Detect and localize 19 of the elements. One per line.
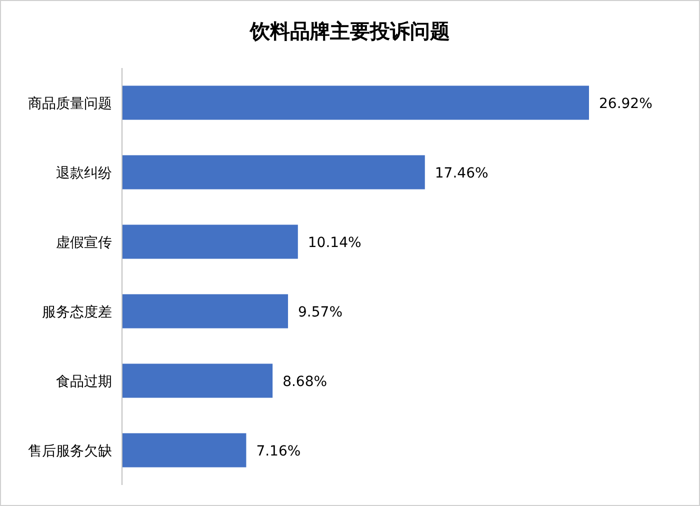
bar: [122, 364, 273, 398]
y-tick-label: 虚假宣传: [56, 234, 112, 251]
y-tick-label: 食品过期: [56, 374, 112, 390]
bar: [122, 224, 298, 259]
y-tick-label: 商品质量问题: [28, 96, 112, 112]
data-label: 8.68%: [282, 374, 328, 390]
data-label: 9.57%: [298, 304, 342, 320]
data-label: 26.92%: [599, 96, 652, 112]
chart-title: 饮料品牌主要投诉问题: [249, 19, 450, 43]
data-label: 17.46%: [434, 165, 488, 182]
y-tick-label: 售后服务欠缺: [28, 443, 112, 460]
y-tick-label: 退款纠纷: [56, 165, 112, 182]
y-tick-label: 服务态度差: [42, 304, 112, 320]
data-label: 10.14%: [308, 234, 362, 251]
bar: [122, 294, 288, 328]
bar: [122, 155, 425, 190]
bar: [122, 86, 589, 120]
data-label: 7.16%: [256, 443, 301, 460]
bar: [122, 433, 246, 468]
